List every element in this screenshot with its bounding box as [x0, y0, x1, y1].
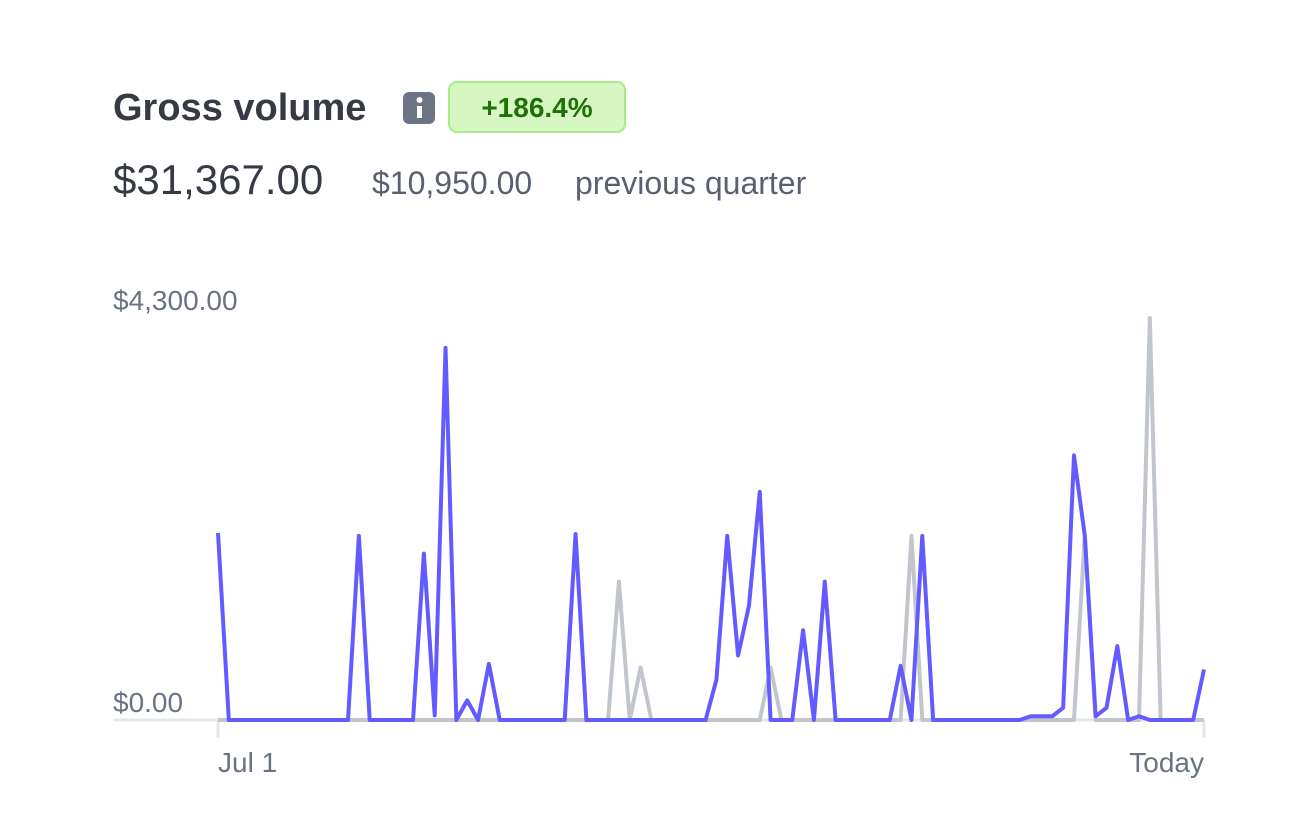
y-tick-label: $4,300.00 [113, 285, 238, 316]
y-tick-label: $0.00 [113, 687, 183, 718]
x-tick-label: Jul 1 [218, 747, 277, 778]
amount: $31,367.00 [113, 156, 323, 203]
previous-label: previous quarter [575, 165, 807, 201]
badge [448, 81, 626, 133]
x-tick-label: Today [1129, 747, 1204, 778]
info-icon[interactable] [403, 92, 435, 124]
info-icon-stem [417, 106, 422, 118]
badge-text: +186.4% [481, 92, 592, 123]
series-line [216, 345, 1206, 722]
previous-amount: $10,950.00 [372, 165, 532, 201]
info-icon-dot [416, 97, 423, 103]
title: Gross volume [113, 87, 366, 129]
